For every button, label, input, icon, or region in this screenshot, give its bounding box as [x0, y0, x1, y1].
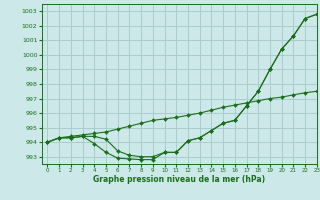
X-axis label: Graphe pression niveau de la mer (hPa): Graphe pression niveau de la mer (hPa) — [93, 175, 265, 184]
